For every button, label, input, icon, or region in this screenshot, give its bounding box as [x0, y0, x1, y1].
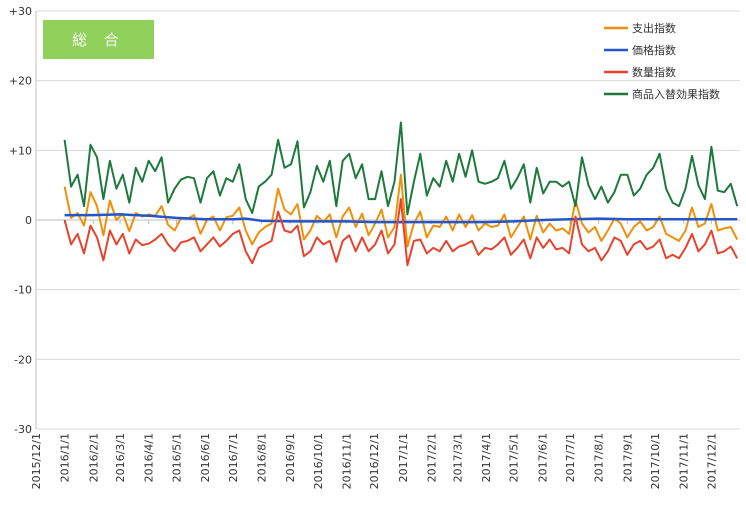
y-tick-label: -10	[14, 284, 32, 297]
x-tick-label: 2017/6/1	[536, 433, 549, 482]
series-lines	[63, 121, 739, 267]
y-tick-label: +30	[9, 5, 32, 18]
legend-label: 数量指数	[632, 65, 676, 79]
series-line-2	[64, 213, 738, 224]
x-tick-label: 2017/5/1	[508, 433, 521, 482]
x-tick-label: 2017/10/1	[649, 433, 662, 489]
x-tick-label: 2017/11/1	[678, 433, 691, 489]
x-tick-label: 2016/4/1	[143, 433, 156, 482]
x-tick-label: 2016/11/1	[340, 433, 353, 489]
x-tick-label: 2017/1/1	[397, 433, 410, 482]
x-tick-label: 2016/5/1	[170, 433, 183, 482]
series-line-4	[63, 121, 739, 216]
x-tick-label: 2016/10/1	[312, 433, 325, 489]
series-line-1	[63, 173, 739, 248]
x-tick-label: 2016/7/1	[227, 433, 240, 482]
x-tick-label: 2016/2/1	[87, 433, 100, 482]
category-badge: 総 合	[43, 20, 154, 59]
y-tick-label: +10	[9, 144, 32, 157]
x-tick-label: 2017/3/1	[451, 433, 464, 482]
x-tick-label: 2015/12/1	[30, 433, 43, 489]
x-tick-label: 2017/7/1	[564, 433, 577, 482]
x-tick-label: 2017/2/1	[425, 433, 438, 482]
x-tick-label: 2016/3/1	[114, 433, 127, 482]
legend-label: 価格指数	[632, 43, 676, 57]
x-tick-label: 2016/9/1	[284, 433, 297, 482]
x-tick-label: 2017/4/1	[480, 433, 493, 482]
x-tick-label: 2016/1/1	[59, 433, 72, 482]
x-tick-label: 2016/8/1	[255, 433, 268, 482]
y-tick-label: 0	[25, 214, 32, 227]
legend-label: 支出指数	[632, 21, 676, 35]
x-tick-label: 2017/8/1	[593, 433, 606, 482]
x-tick-label: 2016/12/1	[368, 433, 381, 489]
x-tick-label: 2017/12/1	[705, 433, 718, 489]
series-line-3	[63, 198, 739, 267]
y-tick-label: +20	[9, 75, 32, 88]
x-tick-label: 2017/9/1	[621, 433, 634, 482]
y-tick-label: -20	[14, 353, 32, 366]
legend-label: 商品入替効果指数	[632, 87, 720, 101]
y-tick-label: -30	[14, 423, 32, 436]
x-tick-label: 2016/6/1	[199, 433, 212, 482]
